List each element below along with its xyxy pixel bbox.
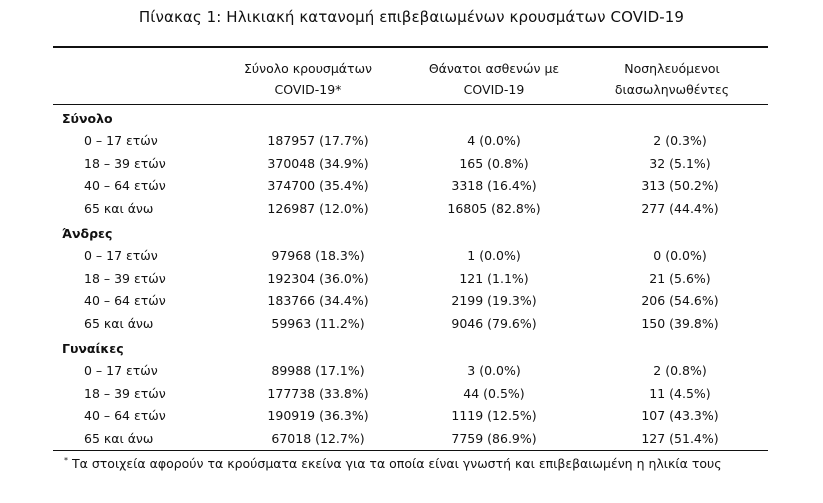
- cases-cell: 187957 (17.7%): [267, 133, 369, 148]
- deaths-cell: 1 (0.0%): [467, 248, 521, 263]
- table-row: 40 – 64 ετών 374700 (35.4%) 3318 (16.4%) 31…: [0, 178, 823, 199]
- age-label: 0 – 17 ετών: [84, 133, 158, 148]
- age-label: 18 – 39 ετών: [84, 385, 166, 401]
- age-label: 0 – 17 ετών: [84, 248, 158, 263]
- age-label: 18 – 39 ετών: [84, 270, 166, 286]
- footnote: * Τα στοιχεία αφορούν τα κρούσματα εκείνα…: [64, 456, 722, 471]
- deaths-cell: 165 (0.8%): [459, 155, 529, 171]
- intubated-cell: 206 (54.6%): [641, 293, 719, 309]
- deaths-cell: 4 (0.0%): [467, 133, 521, 148]
- table-row: 0 – 17 ετών 97968 (18.3%) 1 (0.0%) 0 (0.0%): [0, 248, 823, 269]
- table-row: 65 και άνω 126987 (12.0%) 16805 (82.8%) 277…: [0, 201, 823, 222]
- deaths-cell: 121 (1.1%): [459, 270, 529, 286]
- cases-cell: 183766 (34.4%): [267, 293, 369, 309]
- table-row: 18 – 39 ετών 177738 (33.8%) 44 (0.5%) 11 (4…: [0, 386, 823, 407]
- intubated-cell: 107 (43.3%): [641, 408, 719, 424]
- group-label-women: Γυναίκες: [62, 341, 124, 356]
- column-header-cases-line2: COVID-19*: [274, 82, 342, 97]
- cases-cell: 59963 (11.2%): [271, 315, 365, 331]
- intubated-cell: 277 (44.4%): [641, 200, 719, 216]
- age-label: 65 και άνω: [84, 200, 154, 216]
- age-label: 0 – 17 ετών: [84, 363, 158, 378]
- footnote-marker: *: [64, 456, 68, 465]
- deaths-cell: 44 (0.5%): [463, 385, 525, 401]
- column-header-deaths: Θάνατοι ασθενών με COVID-19: [404, 58, 584, 100]
- deaths-cell: 9046 (79.6%): [451, 315, 537, 331]
- age-label: 40 – 64 ετών: [84, 293, 166, 309]
- cases-cell: 190919 (36.3%): [267, 408, 369, 424]
- deaths-cell: 7759 (86.9%): [451, 430, 537, 446]
- cases-cell: 374700 (35.4%): [267, 178, 369, 194]
- age-label: 65 και άνω: [84, 430, 154, 446]
- intubated-cell: 11 (4.5%): [649, 385, 711, 401]
- column-header-deaths-line2: COVID-19: [463, 82, 525, 97]
- age-label: 40 – 64 ετών: [84, 178, 166, 194]
- intubated-cell: 32 (5.1%): [649, 155, 711, 171]
- deaths-cell: 2199 (19.3%): [451, 293, 537, 309]
- table-row: 0 – 17 ετών 187957 (17.7%) 4 (0.0%) 2 (0.3%…: [0, 133, 823, 154]
- table-row: 18 – 39 ετών 192304 (36.0%) 121 (1.1%) 21 (…: [0, 271, 823, 292]
- intubated-cell: 2 (0.3%): [653, 133, 707, 148]
- table-row: 40 – 64 ετών 190919 (36.3%) 1119 (12.5%) 10…: [0, 408, 823, 429]
- cases-cell: 177738 (33.8%): [267, 385, 369, 401]
- intubated-cell: 127 (51.4%): [641, 430, 719, 446]
- header-rule: [53, 104, 768, 105]
- age-label: 18 – 39 ετών: [84, 155, 166, 171]
- deaths-cell: 3318 (16.4%): [451, 178, 537, 194]
- cases-cell: 67018 (12.7%): [271, 430, 365, 446]
- deaths-cell: 16805 (82.8%): [447, 200, 541, 216]
- column-header-cases-line1: Σύνολο κρουσμάτων: [243, 61, 373, 76]
- column-header-intubated-line2: διασωληνωθέντες: [614, 82, 730, 97]
- column-header-intubated: Νοσηλευόμενοι διασωληνωθέντες: [582, 58, 762, 100]
- group-label-total: Σύνολο: [62, 111, 113, 126]
- cases-cell: 192304 (36.0%): [267, 270, 369, 286]
- cases-cell: 89988 (17.1%): [271, 363, 365, 378]
- age-label: 65 και άνω: [84, 315, 154, 331]
- age-label: 40 – 64 ετών: [84, 408, 166, 424]
- column-header-cases: Σύνολο κρουσμάτων COVID-19*: [218, 58, 398, 100]
- intubated-cell: 313 (50.2%): [641, 178, 719, 194]
- table-row: 65 και άνω 67018 (12.7%) 7759 (86.9%) 127 (…: [0, 431, 823, 452]
- cases-cell: 97968 (18.3%): [271, 248, 365, 263]
- intubated-cell: 0 (0.0%): [653, 248, 707, 263]
- footnote-text: Τα στοιχεία αφορούν τα κρούσματα εκείνα …: [72, 456, 722, 472]
- table-row: 18 – 39 ετών 370048 (34.9%) 165 (0.8%) 32 (…: [0, 156, 823, 177]
- bottom-rule: [53, 450, 768, 451]
- table-row: 0 – 17 ετών 89988 (17.1%) 3 (0.0%) 2 (0.8%): [0, 363, 823, 384]
- group-label-men: Άνδρες: [62, 226, 113, 241]
- top-rule: [53, 46, 768, 48]
- intubated-cell: 21 (5.6%): [649, 270, 711, 286]
- column-header-deaths-line1: Θάνατοι ασθενών με: [428, 61, 560, 76]
- intubated-cell: 2 (0.8%): [653, 363, 707, 378]
- table-row: 40 – 64 ετών 183766 (34.4%) 2199 (19.3%) 20…: [0, 293, 823, 314]
- table-title: Πίνακας 1: Ηλικιακή κατανομή επιβεβαιωμέ…: [138, 8, 685, 26]
- column-header-intubated-line1: Νοσηλευόμενοι: [624, 61, 720, 76]
- table-row: 65 και άνω 59963 (11.2%) 9046 (79.6%) 150 (…: [0, 316, 823, 337]
- intubated-cell: 150 (39.8%): [641, 315, 719, 331]
- deaths-cell: 3 (0.0%): [467, 363, 521, 378]
- cases-cell: 126987 (12.0%): [267, 200, 369, 216]
- deaths-cell: 1119 (12.5%): [451, 408, 537, 424]
- cases-cell: 370048 (34.9%): [267, 155, 369, 171]
